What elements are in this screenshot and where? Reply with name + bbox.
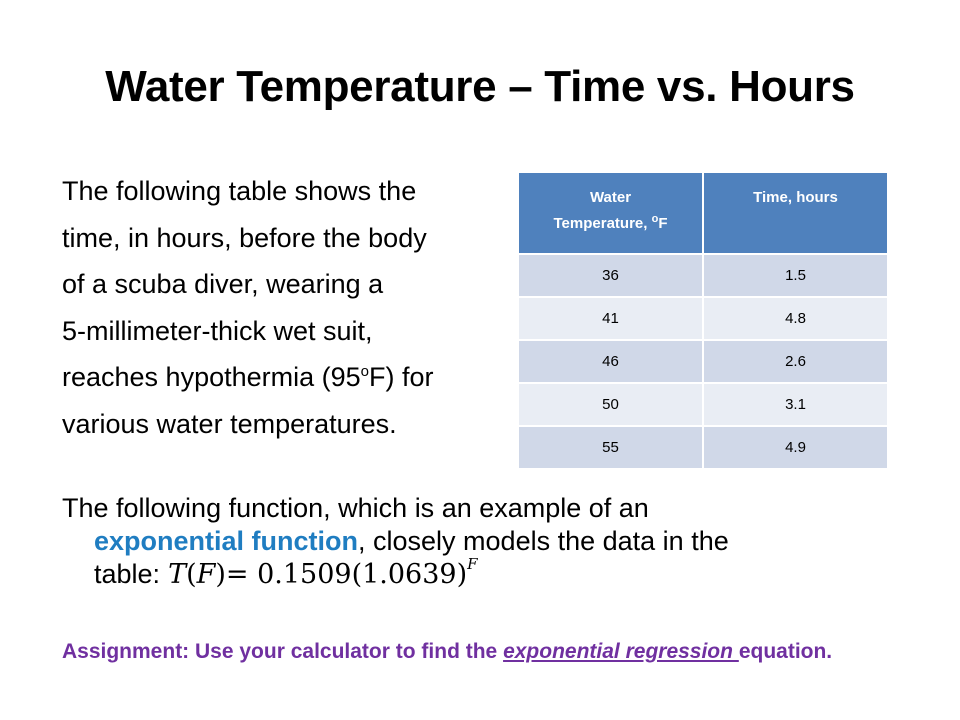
header-col1-line1: Water — [589, 189, 632, 206]
exponential-function-keyword: exponential function — [94, 526, 359, 556]
intro-line-2: time, in hours, before the body — [62, 222, 427, 253]
header-degree-symbol: o — [651, 213, 659, 225]
formula-function-name: T — [168, 559, 187, 590]
intro-line-4: 5-millimeter-thick wet suit, — [62, 315, 373, 346]
temperature-time-table: Water Temperature, oF Time, hours 36 1.5… — [519, 173, 887, 468]
table-row: 46 2.6 — [519, 339, 887, 383]
assignment-text: Assignment: Use your calculator to find … — [62, 640, 960, 664]
cell-temperature: 36 — [519, 253, 704, 297]
header-water-temperature: Water Temperature, oF — [519, 173, 704, 254]
function-paragraph: The following function, which is an exam… — [62, 492, 922, 591]
header-col1-line2: Temperature, — [553, 215, 648, 232]
cell-time: 1.5 — [703, 253, 887, 297]
table-header-row: Water Temperature, oF Time, hours — [519, 173, 887, 254]
intro-line-1: The following table shows the — [62, 176, 417, 206]
function-line-3-text: table: — [94, 559, 161, 589]
exponential-formula: T(F)= 0.1509(1.0639)F — [168, 555, 478, 591]
function-line-2-text: , closely models the data in the — [358, 526, 729, 556]
table-row: 36 1.5 — [519, 253, 887, 297]
cell-time: 4.8 — [703, 296, 887, 340]
cell-time: 3.1 — [703, 382, 887, 426]
formula-variable: F — [196, 559, 216, 590]
cell-time: 4.9 — [703, 425, 887, 468]
assignment-suffix: equation. — [738, 640, 833, 663]
header-unit: F — [658, 215, 668, 232]
cell-time: 2.6 — [703, 339, 887, 383]
intro-line-5: reaches hypothermia (95oF) for — [62, 354, 522, 401]
cell-temperature: 55 — [519, 425, 704, 468]
intro-line-6: various water temperatures. — [62, 408, 397, 439]
intro-line-5-tail: F) for — [369, 362, 434, 392]
table-row: 41 4.8 — [519, 296, 887, 340]
function-line-1: The following function, which is an exam… — [62, 493, 649, 523]
header-time-hours: Time, hours — [703, 173, 887, 254]
assignment-prefix: Assignment: Use your calculator to find … — [62, 640, 504, 663]
intro-paragraph: The following table shows the time, in h… — [62, 168, 522, 447]
function-line-3: table: T(F)= 0.1509(1.0639)F — [62, 555, 922, 591]
table-row: 55 4.9 — [519, 425, 887, 468]
degree-symbol: o — [360, 363, 370, 380]
table-row: 50 3.1 — [519, 382, 887, 426]
formula-exponent: F — [467, 555, 478, 573]
cell-temperature: 50 — [519, 382, 704, 426]
formula-rhs: = 0.1509(1.0639) — [225, 559, 468, 590]
cell-temperature: 41 — [519, 296, 704, 340]
slide-title: Water Temperature – Time vs. Hours — [105, 62, 855, 111]
cell-temperature: 46 — [519, 339, 704, 383]
exponential-regression-link[interactable]: exponential regression — [503, 640, 739, 663]
intro-line-5-text: reaches hypothermia (95 — [62, 362, 361, 392]
intro-line-3: of a scuba diver, wearing a — [62, 269, 384, 299]
function-line-2: exponential function, closely models the… — [62, 525, 922, 558]
